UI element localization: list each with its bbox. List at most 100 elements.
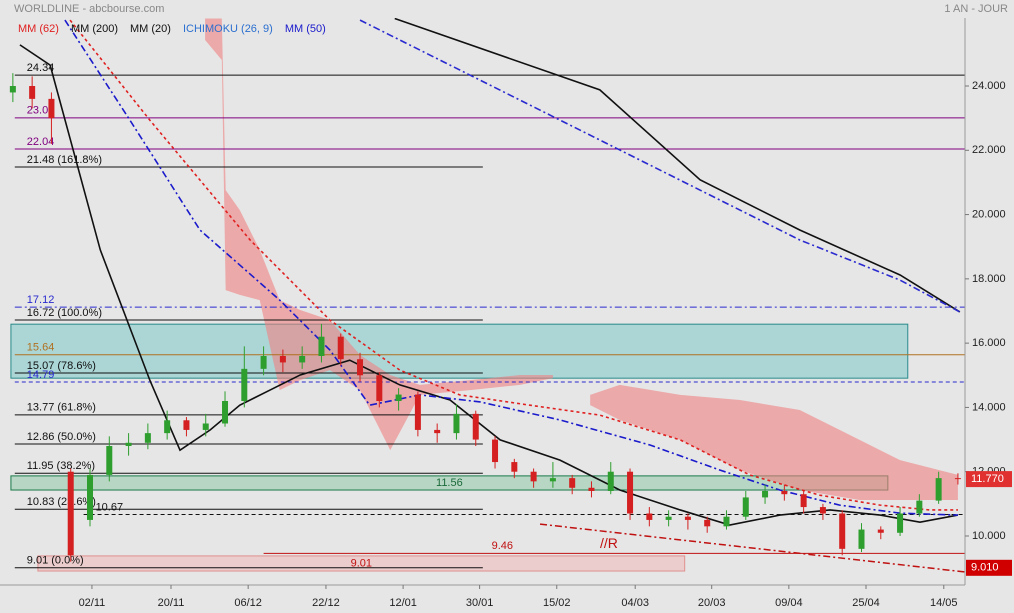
candle-body [222, 400, 229, 424]
level-label: 15.07 (78.6%) [27, 360, 96, 372]
candle-body [935, 478, 942, 501]
candle-body [762, 490, 769, 498]
candle-body [279, 355, 286, 363]
y-tick-label: 20.000 [972, 208, 1006, 220]
x-tick-label: 09/04 [775, 597, 803, 609]
candle-body [453, 413, 460, 434]
candle-body [549, 478, 556, 482]
candle-body [357, 359, 364, 376]
candle-body [202, 423, 209, 430]
candle-body [125, 442, 132, 446]
candle-body [414, 394, 421, 430]
trendline-label: //R [600, 535, 618, 551]
indicator-line [19, 44, 959, 526]
candle-body [434, 429, 441, 434]
candle-body [665, 516, 672, 520]
x-tick-label: 25/04 [852, 597, 880, 609]
level-label: 23.01 [27, 105, 55, 117]
zone [37, 555, 686, 572]
level-label: 15.64 [27, 342, 55, 354]
level-label: 9.01 (0.0%) [27, 555, 84, 567]
y-tick-label: 14.000 [972, 401, 1006, 413]
candle-body [260, 355, 267, 369]
trendline [539, 523, 965, 573]
x-tick-label: 20/11 [158, 597, 185, 609]
candle-body [858, 529, 865, 549]
x-tick-label: 15/02 [543, 597, 571, 609]
candle-body [530, 471, 537, 482]
candle-body [164, 420, 171, 434]
legend-label: MM (50) [285, 23, 326, 35]
candle-body [511, 462, 518, 472]
y-tick-label: 24.000 [972, 80, 1006, 92]
candle-body [800, 494, 807, 508]
level-label: 14.79 [27, 369, 55, 381]
x-tick-label: 02/11 [79, 597, 106, 609]
candle-body [569, 478, 576, 488]
indicator-line [394, 18, 961, 313]
level-label: 10.67 [96, 501, 124, 513]
candle-body [29, 86, 36, 99]
level-label: 16.72 (100.0%) [27, 307, 102, 319]
level-label: 22.04 [27, 136, 55, 148]
y-tick-label: 22.000 [972, 144, 1006, 156]
candle-body [877, 529, 884, 533]
candle-body [318, 336, 325, 356]
level-label: 17.12 [27, 294, 55, 306]
candle-body [492, 439, 499, 463]
indicator-line [359, 19, 961, 313]
chart-title: WORLDLINE - abcbourse.com [14, 3, 164, 15]
x-tick-label: 04/03 [621, 597, 649, 609]
indicator-line [64, 19, 958, 516]
candle-body [9, 86, 16, 93]
level-label: 13.77 (61.8%) [27, 402, 96, 414]
candle-body [781, 490, 788, 495]
level-label: 11.95 (38.2%) [27, 460, 95, 472]
candle-body [819, 507, 826, 514]
candle-body [607, 471, 614, 491]
zone [10, 323, 909, 379]
price-tag-label: 11.770 [971, 473, 1004, 485]
period: 1 AN - JOUR [944, 3, 1008, 15]
candle-body [839, 513, 846, 549]
price-tag [966, 559, 1012, 576]
level-label: 12.86 (50.0%) [27, 431, 96, 443]
candle-body [916, 500, 923, 514]
x-tick-label: 06/12 [234, 597, 262, 609]
candle-body [67, 471, 74, 556]
candle-body [472, 413, 479, 440]
legend-label: MM (62) [18, 23, 59, 35]
candle-body [241, 368, 248, 401]
candle-body [954, 478, 961, 480]
candle-body [337, 336, 344, 360]
candle-body [646, 513, 653, 520]
legend-label: MM (200) [71, 23, 118, 35]
zone-label: 9.01 [351, 557, 372, 569]
candle-body [704, 519, 711, 527]
ichimoku-cloud [590, 384, 958, 500]
candle-body [376, 375, 383, 401]
y-tick-label: 18.000 [972, 273, 1006, 285]
level-label: 10.83 (23.6%) [27, 496, 96, 508]
candle-body [588, 487, 595, 491]
candle-body [627, 471, 634, 514]
candle-body [742, 497, 749, 517]
price-tag-label: 9.010 [971, 562, 999, 574]
y-tick-label: 16.000 [972, 337, 1006, 349]
price-tag [966, 471, 1012, 488]
candle-body [299, 355, 306, 363]
x-tick-label: 20/03 [698, 597, 726, 609]
candle-body [723, 516, 730, 527]
candle-body [87, 474, 94, 520]
candle-body [144, 433, 151, 443]
x-tick-label: 22/12 [312, 597, 340, 609]
legend-label: MM (20) [130, 23, 171, 35]
level-label: 21.48 (161.8%) [27, 154, 102, 166]
candle-body [48, 98, 55, 119]
indicator-line [69, 19, 958, 511]
candle-body [897, 513, 904, 533]
zone-label: 11.56 [436, 477, 463, 489]
candle-body [395, 394, 402, 401]
